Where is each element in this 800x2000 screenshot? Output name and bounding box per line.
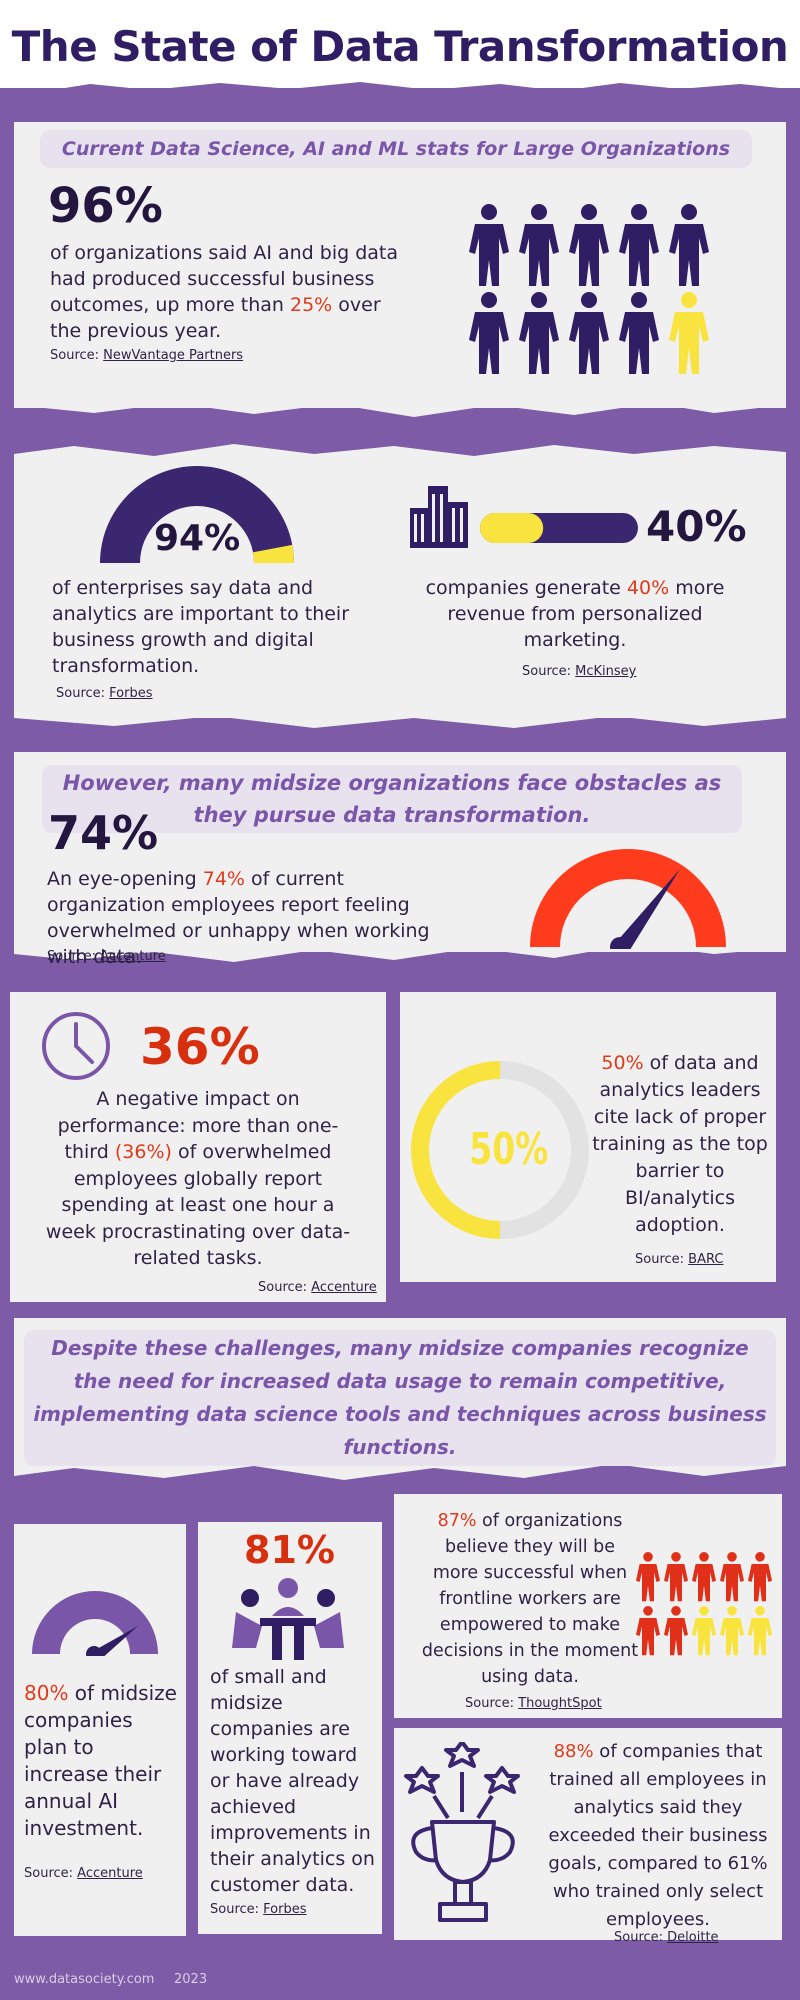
person-icon <box>619 292 659 374</box>
footer-site[interactable]: www.datasociety.com <box>14 1972 155 1987</box>
speedometer-gauge-icon <box>530 849 726 949</box>
person-icon <box>636 1552 660 1602</box>
stat-description: 88% of companies that trained all employ… <box>548 1741 768 1930</box>
source-citation: Source: McKinsey <box>522 664 637 679</box>
person-icon <box>748 1552 772 1602</box>
source-citation: Source: Accenture <box>47 949 166 964</box>
source-link[interactable]: Accenture <box>100 949 166 964</box>
source-link[interactable]: Deloitte <box>667 1930 719 1945</box>
stat-description: companies generate 40% more revenue from… <box>425 577 725 651</box>
page-title: The State of Data Transformation <box>11 22 789 71</box>
stat-value: 36% <box>140 1018 260 1076</box>
person-icon <box>519 292 559 374</box>
stat-description: 50% of data and analytics leaders cite l… <box>592 1052 768 1236</box>
stat-value: 81% <box>244 1528 335 1572</box>
person-icon <box>692 1606 716 1656</box>
source-link[interactable]: McKinsey <box>575 664 637 679</box>
torn-edge-decoration <box>14 395 786 417</box>
torn-edge-decoration <box>14 710 786 728</box>
person-icon <box>519 204 559 286</box>
person-icon <box>664 1552 688 1602</box>
stat-description: of organizations said AI and big data ha… <box>50 242 399 342</box>
stat-description: 80% of midsize companies plan to increas… <box>24 1681 177 1840</box>
source-citation: Source: Forbes <box>56 686 153 701</box>
stat-value: 96% <box>48 178 163 234</box>
section-heading: However, many midsize organizations face… <box>42 765 742 833</box>
meeting-icon <box>232 1578 344 1660</box>
torn-edge-decoration <box>14 444 786 470</box>
buildings-icon <box>410 486 468 548</box>
source-citation: Source: Deloitte <box>614 1930 719 1945</box>
people-grid-icon <box>469 204 709 374</box>
trophy-icon <box>404 1742 520 1922</box>
stat-description: of small and midsize companies are worki… <box>210 1666 375 1896</box>
source-citation: Source: BARC <box>635 1252 724 1267</box>
section-heading: Current Data Science, AI and ML stats fo… <box>40 130 752 168</box>
progress-bar <box>480 513 638 543</box>
semicircle-gauge-icon <box>100 466 294 563</box>
person-icon <box>664 1606 688 1656</box>
gauge-icon <box>32 1591 158 1656</box>
torn-edge-decoration <box>0 82 800 100</box>
clock-icon <box>42 1012 110 1080</box>
source-link[interactable]: Accenture <box>311 1280 377 1295</box>
source-citation: Source: Accenture <box>258 1280 377 1295</box>
source-link[interactable]: Accenture <box>77 1866 143 1881</box>
person-icon <box>469 204 509 286</box>
ring-value: 50% <box>469 1124 549 1175</box>
person-icon <box>720 1552 744 1602</box>
person-icon <box>619 204 659 286</box>
source-link[interactable]: BARC <box>688 1252 724 1267</box>
stat-value: 40% <box>646 502 747 551</box>
section-procrastination-card <box>10 992 386 1302</box>
source-citation: Source: ThoughtSpot <box>465 1696 602 1711</box>
stat-description: A negative impact on performance: more t… <box>45 1088 351 1269</box>
donut-ring-chart <box>411 1061 589 1239</box>
source-link[interactable]: Forbes <box>109 686 153 701</box>
people-grid-icon <box>636 1552 772 1656</box>
person-icon <box>692 1552 716 1602</box>
stat-value: 74% <box>48 806 159 860</box>
source-link[interactable]: Forbes <box>263 1902 307 1917</box>
person-icon <box>748 1606 772 1656</box>
stat-description: 87% of organizations believe they will b… <box>421 1511 639 1687</box>
section-ai-stats-card <box>14 122 786 408</box>
person-icon <box>636 1606 660 1656</box>
stat-card-frontline-workers <box>394 1494 782 1718</box>
person-icon <box>569 204 609 286</box>
stat-description: An eye-opening 74% of current organizati… <box>47 868 430 968</box>
person-icon <box>720 1606 744 1656</box>
person-icon <box>469 292 509 374</box>
source-citation: Source: Accenture <box>24 1866 143 1881</box>
source-citation: Source: Forbes <box>210 1902 307 1917</box>
gauge-value: 94% <box>154 518 241 559</box>
source-citation: Source: NewVantage Partners <box>50 348 244 363</box>
section-heading: Despite these challenges, many midsize c… <box>24 1330 776 1466</box>
footer-year: 2023 <box>174 1972 208 1987</box>
source-link[interactable]: NewVantage Partners <box>103 348 244 363</box>
torn-edge-decoration <box>14 940 786 962</box>
person-icon <box>669 204 709 286</box>
person-icon <box>669 292 709 374</box>
stat-description: of enterprises say data and analytics ar… <box>52 577 350 677</box>
source-link[interactable]: ThoughtSpot <box>518 1696 602 1711</box>
person-icon <box>569 292 609 374</box>
